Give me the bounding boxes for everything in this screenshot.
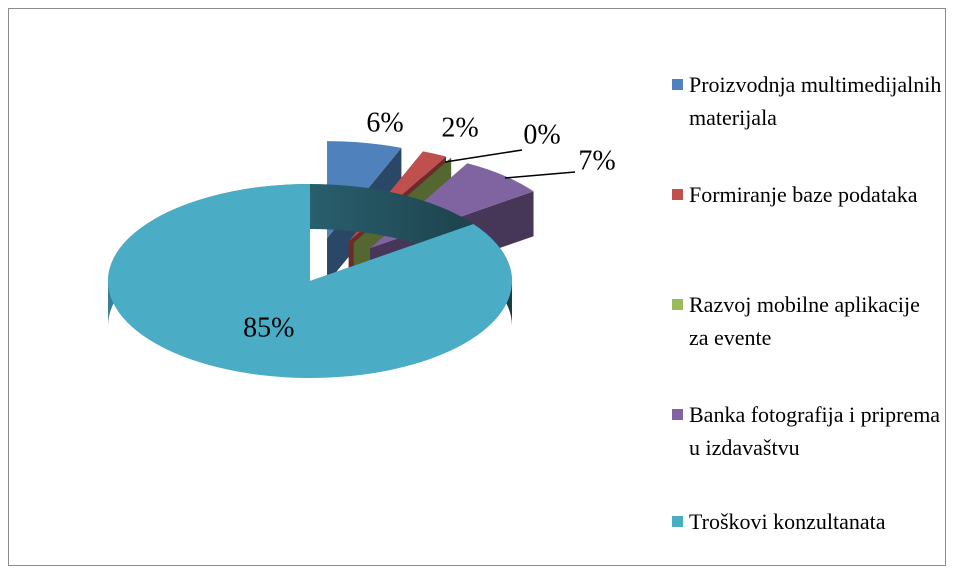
legend-swatch: [672, 409, 683, 420]
legend-swatch: [672, 516, 683, 527]
leader-line: [444, 149, 523, 163]
legend-label: Proizvodnja multimedijalnih materijala: [689, 72, 942, 130]
legend-item: Banka fotografija i priprema u izdavaštv…: [672, 398, 942, 464]
slice-top: [108, 184, 513, 378]
legend-label: Razvoj mobilne aplikacije za evente: [689, 292, 920, 350]
data-label: 7%: [578, 145, 615, 176]
chart-frame: [8, 8, 946, 566]
legend-label: Banka fotografija i priprema u izdavaštv…: [689, 402, 941, 460]
data-label: 2%: [441, 112, 478, 143]
legend-item: Troškovi konzultanata: [672, 505, 942, 538]
data-label: 0%: [523, 119, 560, 150]
legend-swatch: [672, 79, 683, 90]
data-label: 6%: [366, 107, 403, 138]
legend-swatch: [672, 299, 683, 310]
legend-item: Razvoj mobilne aplikacije za evente: [672, 288, 942, 354]
legend-item: Formiranje baze podataka: [672, 178, 942, 211]
legend-label: Formiranje baze podataka: [689, 182, 918, 207]
leader-line: [504, 171, 576, 179]
legend-label: Troškovi konzultanata: [689, 509, 886, 534]
legend-item: Proizvodnja multimedijalnih materijala: [672, 68, 942, 134]
data-label: 85%: [243, 312, 294, 343]
pie-slice: [108, 184, 513, 378]
legend-swatch: [672, 189, 683, 200]
